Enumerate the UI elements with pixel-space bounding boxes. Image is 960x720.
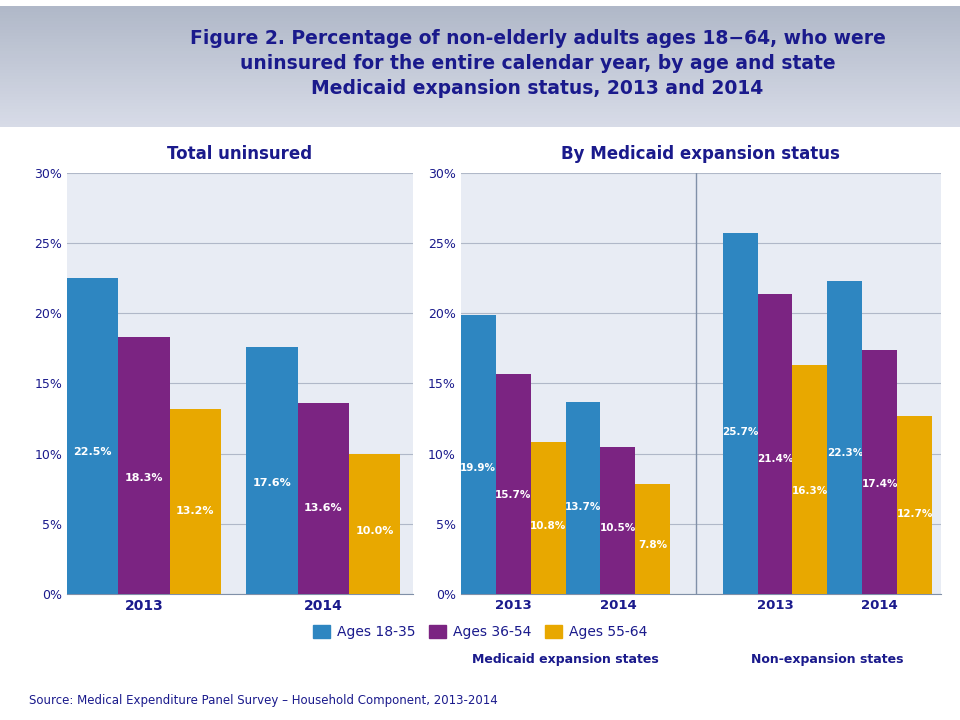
Text: 10.5%: 10.5%	[600, 523, 636, 533]
Bar	[0, 15, 960, 18]
Text: Figure 2. Percentage of non-elderly adults ages 18−64, who were
uninsured for th: Figure 2. Percentage of non-elderly adul…	[190, 30, 885, 99]
Bar	[0, 78, 960, 82]
Bar	[0, 33, 960, 36]
Bar	[0, 100, 960, 103]
Bar	[0, 73, 960, 76]
Bar	[0, 21, 960, 24]
Bar	[247, 347, 298, 594]
Bar	[0, 55, 960, 58]
Bar	[531, 442, 565, 594]
Text: 22.3%: 22.3%	[827, 448, 863, 458]
Bar	[0, 94, 960, 97]
Bar	[0, 85, 960, 88]
Bar	[0, 12, 960, 15]
Bar	[0, 91, 960, 94]
Bar	[0, 112, 960, 115]
Text: 21.4%: 21.4%	[756, 454, 793, 464]
Bar	[0, 42, 960, 45]
Bar	[0, 63, 960, 67]
Text: 10.8%: 10.8%	[530, 521, 566, 531]
Text: Medicaid expansion states: Medicaid expansion states	[472, 653, 659, 666]
Bar	[0, 9, 960, 12]
Legend: Ages 18-35, Ages 36-54, Ages 55-64: Ages 18-35, Ages 36-54, Ages 55-64	[307, 619, 653, 644]
Bar	[0, 58, 960, 60]
Bar	[0, 36, 960, 40]
Bar	[0, 82, 960, 85]
Text: 25.7%: 25.7%	[722, 427, 758, 436]
Bar	[600, 446, 636, 594]
Bar	[170, 409, 221, 594]
Bar	[898, 415, 932, 594]
Text: 12.7%: 12.7%	[897, 509, 933, 519]
Bar	[0, 124, 960, 127]
Bar	[0, 67, 960, 70]
Bar	[0, 109, 960, 112]
Bar	[0, 103, 960, 106]
Bar	[723, 233, 757, 594]
Bar	[636, 485, 670, 594]
Bar	[0, 70, 960, 73]
Bar	[118, 337, 170, 594]
Text: 16.3%: 16.3%	[792, 486, 828, 496]
Bar	[0, 30, 960, 33]
Bar	[298, 403, 348, 594]
Text: 19.9%: 19.9%	[460, 463, 496, 473]
Bar	[0, 24, 960, 27]
Bar	[495, 374, 531, 594]
Text: 13.7%: 13.7%	[564, 503, 601, 513]
Text: 13.6%: 13.6%	[304, 503, 343, 513]
Text: 17.4%: 17.4%	[861, 479, 898, 489]
Bar	[0, 121, 960, 124]
Bar	[0, 76, 960, 78]
Title: By Medicaid expansion status: By Medicaid expansion status	[562, 145, 840, 163]
Bar	[0, 115, 960, 118]
Bar	[0, 27, 960, 30]
Text: 10.0%: 10.0%	[355, 526, 394, 536]
Bar	[0, 60, 960, 63]
Bar	[757, 294, 792, 594]
Text: Non-expansion states: Non-expansion states	[751, 653, 903, 666]
Bar	[0, 88, 960, 91]
Bar	[792, 365, 828, 594]
Bar	[0, 40, 960, 42]
Bar	[67, 278, 118, 594]
Bar	[0, 6, 960, 9]
Bar	[0, 97, 960, 100]
Text: 17.6%: 17.6%	[252, 478, 292, 488]
Text: 22.5%: 22.5%	[74, 447, 112, 457]
Text: 13.2%: 13.2%	[176, 505, 214, 516]
Text: Source: Medical Expenditure Panel Survey – Household Component, 2013-2014: Source: Medical Expenditure Panel Survey…	[29, 694, 497, 707]
Title: Total uninsured: Total uninsured	[167, 145, 313, 163]
Bar	[0, 18, 960, 21]
Bar	[0, 51, 960, 55]
Text: 7.8%: 7.8%	[638, 540, 667, 549]
Bar	[0, 48, 960, 51]
Bar	[565, 402, 600, 594]
Bar	[461, 315, 495, 594]
Text: 15.7%: 15.7%	[495, 490, 531, 500]
Bar	[348, 454, 400, 594]
Bar	[0, 118, 960, 121]
Bar	[828, 281, 862, 594]
Bar	[0, 45, 960, 48]
Text: 18.3%: 18.3%	[125, 473, 163, 483]
Bar	[0, 106, 960, 109]
Bar	[862, 350, 898, 594]
